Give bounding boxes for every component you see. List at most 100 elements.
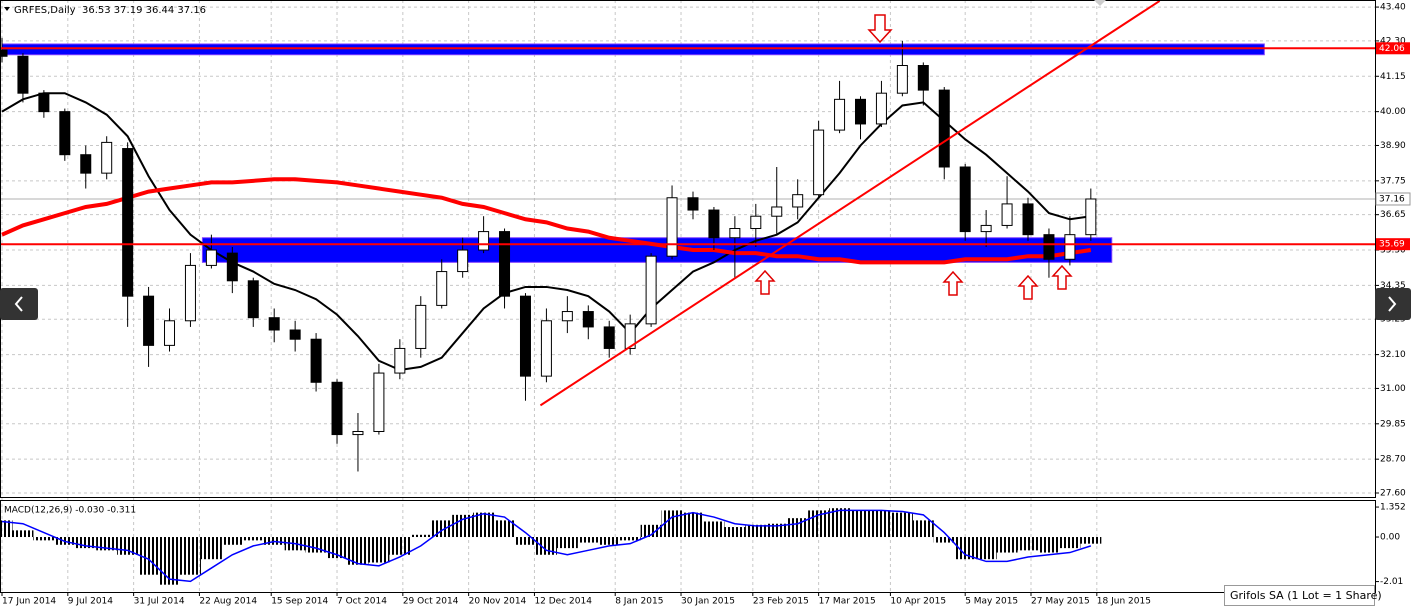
x-tick-label: 30 Jan 2015 [681, 597, 735, 606]
signal-arrows [754, 14, 1073, 300]
candle-body [687, 197, 699, 211]
macd-bar [221, 537, 243, 545]
candle-body [1064, 234, 1076, 260]
y-tick-label: 32.10 [1380, 350, 1406, 360]
candle-body [645, 255, 657, 325]
macd-bar [975, 537, 997, 560]
scroll-right-button[interactable] [1375, 288, 1411, 320]
macd-bar [138, 537, 160, 575]
candle-body [143, 295, 155, 346]
macd-bar [829, 508, 851, 538]
main-panel-frame [0, 0, 1376, 498]
candle-body [38, 92, 50, 113]
y-tick-label: 41.15 [1380, 72, 1406, 82]
candle-body [813, 129, 825, 196]
macd-bar [410, 534, 432, 538]
macd-bar [745, 524, 767, 538]
macd-bar [724, 527, 746, 538]
macd-bar [598, 537, 620, 545]
x-tick-label: 20 Nov 2014 [469, 597, 527, 606]
candle-body [331, 381, 343, 436]
candle-body [1085, 198, 1097, 236]
macd-bar [996, 537, 1018, 553]
y-tick-label: 43.40 [1380, 3, 1406, 13]
down-arrow [867, 14, 893, 44]
chart-title: GRFES,Daily [14, 5, 76, 16]
header-triangle [4, 7, 10, 11]
candle-body [959, 166, 971, 233]
macd-bar [661, 510, 683, 538]
macd-bar [514, 537, 536, 545]
candle-body [917, 65, 929, 91]
macd-bar [535, 537, 557, 555]
x-tick-label: 9 Jul 2014 [68, 597, 113, 606]
candle-body [289, 329, 301, 340]
candle-body [938, 89, 950, 168]
y-tick-label: 35.50 [1380, 246, 1406, 256]
candle-body [101, 141, 113, 174]
x-tick-label: 22 Aug 2014 [199, 597, 257, 606]
level-label-bg [1376, 42, 1410, 55]
x-tick-label: 15 Sep 2014 [271, 597, 328, 606]
candle-body [436, 271, 448, 306]
candle-body [478, 231, 490, 251]
macd-bar [200, 537, 222, 560]
macd-bar [75, 537, 97, 549]
up-arrow [1051, 264, 1073, 290]
macd-bar [494, 520, 516, 538]
candle-body [184, 264, 196, 322]
candle-body [708, 209, 720, 239]
candle-body [854, 98, 866, 125]
x-tick-label: 31 Jul 2014 [134, 597, 185, 606]
macd-bar [1017, 537, 1039, 551]
trendline [539, 0, 1161, 407]
x-tick-label: 23 Feb 2015 [753, 597, 809, 606]
x-tick-label: 29 Oct 2014 [403, 597, 459, 606]
y-tick-label: 1.352 [1380, 503, 1406, 513]
candle-body [122, 148, 134, 297]
macd-bar [577, 537, 599, 543]
moving-average [1, 177, 1092, 265]
macd-bar [117, 537, 139, 555]
macd-bar [640, 524, 662, 538]
candle-body [499, 231, 511, 297]
x-tick-label: 18 Jun 2015 [1097, 597, 1151, 606]
candle-body [792, 194, 804, 208]
macd-bar [891, 512, 913, 538]
scroll-left-button[interactable] [0, 288, 38, 320]
candle-body [540, 320, 552, 377]
macd-bar [912, 520, 934, 538]
x-tick-label: 17 Mar 2015 [819, 597, 876, 606]
macd-panel-frame [0, 500, 1376, 593]
up-arrow [754, 269, 776, 295]
candle-body [394, 347, 406, 374]
macd-bar [179, 537, 201, 575]
y-tick-label: 27.60 [1380, 489, 1406, 499]
candle-body [519, 295, 531, 377]
candle-body [1001, 203, 1013, 226]
y-tick-label: 28.70 [1380, 455, 1406, 465]
candle-body [164, 320, 176, 346]
macd-bar [849, 510, 871, 538]
support-zone [1, 43, 1265, 56]
price-label: 37.16 [1379, 194, 1405, 204]
button-bg [1375, 288, 1411, 320]
macd-bar [619, 537, 641, 541]
macd-title: MACD(12,26,9) -0.030 -0.311 [4, 506, 136, 516]
candle-body [205, 249, 217, 266]
candle-body [352, 430, 364, 436]
up-arrow [942, 270, 964, 296]
candle-body [624, 323, 636, 349]
macd-bar [12, 530, 34, 538]
y-tick-label: 0.00 [1380, 533, 1400, 543]
up-arrow [1017, 274, 1039, 300]
chevron [1388, 296, 1397, 312]
y-tick-label: 29.85 [1380, 419, 1406, 429]
macd-bar [766, 523, 788, 538]
y-tick-label: 40.00 [1380, 107, 1406, 117]
chevron [14, 296, 23, 312]
macd-bar [347, 537, 369, 565]
candle-body [603, 326, 615, 349]
